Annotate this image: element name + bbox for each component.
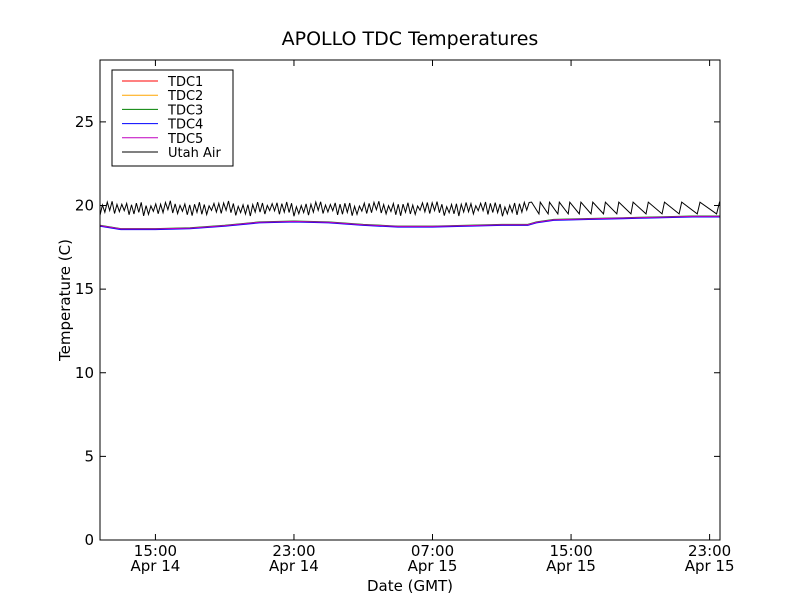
x-tick-label-date: Apr 15: [546, 557, 596, 575]
y-tick-label: 15: [75, 280, 94, 298]
legend-label: TDC1: [167, 75, 203, 90]
y-tick-label: 0: [84, 531, 94, 549]
series-layer: [100, 200, 720, 231]
y-tick-label: 20: [75, 197, 94, 215]
legend-label: Utah Air: [168, 146, 221, 161]
legend-label: TDC5: [167, 132, 203, 147]
x-tick-label-time: 15:00: [134, 542, 177, 560]
x-tick-label-date: Apr 15: [685, 557, 735, 575]
x-tick-label-date: Apr 14: [269, 557, 319, 575]
x-tick-label-time: 23:00: [272, 542, 315, 560]
x-tick-label-date: Apr 14: [131, 557, 181, 575]
legend-label: TDC2: [167, 89, 203, 104]
y-axis-label: Temperature (C): [56, 239, 74, 362]
y-tick-label: 25: [75, 113, 94, 131]
x-tick-label-date: Apr 15: [408, 557, 458, 575]
series-line-tdc5: [100, 215, 720, 230]
x-tick-label-time: 23:00: [688, 542, 731, 560]
legend-label: TDC4: [167, 118, 203, 133]
x-axis-label: Date (GMT): [367, 577, 453, 595]
series-line-tdc4: [100, 216, 720, 231]
plot-frame: [99, 59, 721, 541]
series-line-utah-air: [100, 200, 720, 217]
y-tick-label: 10: [75, 364, 94, 382]
x-tick-label-time: 15:00: [549, 542, 592, 560]
x-tick-label-time: 07:00: [411, 542, 454, 560]
legend-frame: [111, 69, 234, 167]
chart-title: APOLLO TDC Temperatures: [282, 28, 539, 50]
legend-label: TDC3: [167, 103, 203, 118]
y-axis-ticks: 0 5 10 15 20 25: [75, 113, 720, 549]
y-tick-label: 5: [84, 447, 94, 465]
